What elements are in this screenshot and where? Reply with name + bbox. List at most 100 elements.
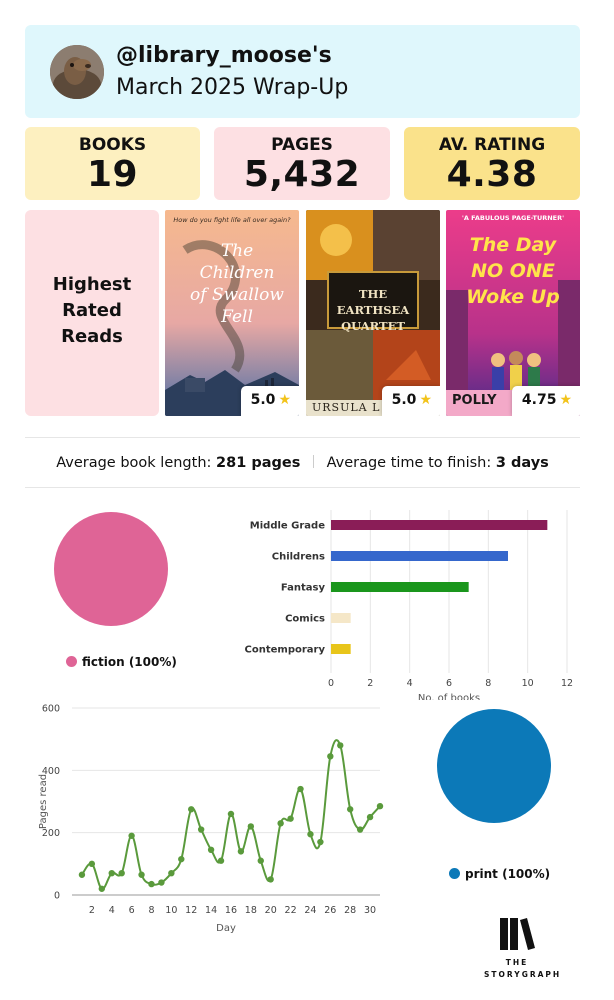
pages-read-point bbox=[307, 831, 314, 838]
user-avatar[interactable] bbox=[50, 45, 104, 99]
pages-read-point bbox=[197, 826, 205, 833]
pages-read-point bbox=[128, 832, 135, 839]
bar-x-axis-label: No. of books bbox=[418, 693, 480, 700]
fiction-pie-slice[interactable] bbox=[54, 512, 168, 626]
line-y-tick-label: 200 bbox=[42, 828, 60, 839]
stat-pages: PAGES 5,432 bbox=[214, 127, 390, 200]
stat-rating: AV. RATING 4.38 bbox=[404, 127, 580, 200]
storygraph-books-icon bbox=[500, 918, 535, 950]
bar-x-tick-label: 8 bbox=[485, 678, 491, 689]
stat-rating-label: AV. RATING bbox=[438, 135, 546, 155]
pages-read-point bbox=[237, 848, 245, 855]
username: @library_moose's bbox=[116, 43, 332, 68]
cover-3-tagline: 'A FABULOUS PAGE-TURNER' bbox=[461, 214, 565, 222]
fiction-legend: fiction (100%) bbox=[66, 655, 177, 669]
storygraph-logo[interactable]: THE STORYGRAPH bbox=[484, 916, 559, 979]
pages-read-point bbox=[267, 876, 274, 883]
avg-time-value: 3 days bbox=[495, 455, 549, 471]
line-x-tick-label: 4 bbox=[109, 905, 115, 916]
fiction-pie-chart bbox=[54, 512, 168, 626]
bar-comics bbox=[331, 613, 351, 623]
pages-read-point bbox=[346, 806, 354, 813]
line-x-tick-label: 2 bbox=[89, 905, 95, 916]
cover-art-3-icon bbox=[446, 210, 580, 416]
bar-category-label: Childrens bbox=[272, 552, 325, 563]
bar-fantasy bbox=[331, 582, 469, 592]
bar-x-tick-label: 12 bbox=[561, 678, 573, 689]
format-pie-slice[interactable] bbox=[437, 709, 551, 823]
line-x-tick-label: 6 bbox=[129, 905, 135, 916]
line-y-tick-label: 0 bbox=[54, 891, 60, 902]
pages-read-point bbox=[188, 806, 195, 813]
line-x-tick-label: 28 bbox=[344, 905, 356, 916]
averages-separator bbox=[312, 455, 314, 468]
pages-read-point bbox=[247, 823, 255, 830]
line-x-tick-label: 8 bbox=[148, 905, 154, 916]
format-pie-chart bbox=[437, 709, 551, 823]
moose-avatar-icon bbox=[50, 45, 104, 99]
stat-books-label: BOOKS bbox=[78, 135, 147, 155]
pages-read-point bbox=[158, 879, 165, 886]
pages-read-point bbox=[327, 753, 334, 760]
brand-line-1: THE bbox=[505, 958, 529, 967]
star-icon: ★ bbox=[278, 392, 291, 408]
star-icon: ★ bbox=[419, 392, 432, 408]
rating-badge-2: 5.0 ★ bbox=[381, 386, 440, 416]
line-x-tick-label: 14 bbox=[205, 905, 217, 916]
line-x-tick-label: 18 bbox=[245, 905, 257, 916]
bar-x-tick-label: 2 bbox=[367, 678, 373, 689]
bar-contemporary bbox=[331, 644, 351, 654]
line-x-tick-label: 22 bbox=[285, 905, 297, 916]
wrapup-header: @library_moose's March 2025 Wrap-Up bbox=[25, 25, 580, 118]
pages-read-point bbox=[178, 855, 185, 863]
cover-2-author: URSULA L bbox=[312, 401, 381, 414]
pages-read-point bbox=[297, 785, 304, 793]
line-x-tick-label: 24 bbox=[304, 905, 316, 916]
book-cover-children-of-swallow-fell[interactable]: How do you fight life all over again? Th… bbox=[165, 210, 299, 416]
book-cover-earthsea-quartet[interactable]: THE EARTHSEA QUARTET URSULA L 5.0 ★ bbox=[306, 210, 440, 416]
stat-pages-value: 5,432 bbox=[243, 154, 361, 195]
brand-line-2: STORYGRAPH bbox=[484, 970, 562, 979]
bar-x-tick-label: 10 bbox=[522, 678, 534, 689]
highest-rated-panel: Highest Rated Reads bbox=[25, 210, 159, 416]
bar-x-tick-label: 6 bbox=[446, 678, 452, 689]
genre-bar-chart: 0 2 4 6 8 10 12 Middle Grade Childrens Fantasy Com… bbox=[245, 510, 573, 700]
line-x-tick-label: 20 bbox=[265, 905, 277, 916]
line-y-axis-label: Pages read bbox=[38, 774, 49, 829]
pages-read-point bbox=[317, 838, 324, 846]
bar-middle-grade bbox=[331, 520, 548, 530]
book-cover-day-no-one-woke-up[interactable]: 'A FABULOUS PAGE-TURNER' The Day NO ONE … bbox=[446, 210, 580, 416]
pages-read-point bbox=[108, 869, 115, 877]
line-x-tick-label: 30 bbox=[364, 905, 376, 916]
pages-read-point bbox=[118, 869, 125, 877]
pages-read-point bbox=[366, 813, 374, 821]
pages-read-point bbox=[207, 846, 215, 854]
stat-books: BOOKS 19 bbox=[25, 127, 200, 200]
bar-category-label: Middle Grade bbox=[250, 521, 325, 532]
avg-length-value: 281 pages bbox=[216, 455, 301, 471]
pages-read-point bbox=[356, 826, 364, 833]
line-x-tick-label: 16 bbox=[225, 905, 237, 916]
pages-read-point bbox=[277, 820, 284, 827]
cover-1-title: The Children of Swallow Fell bbox=[190, 241, 284, 327]
avg-length-label: Average book length: bbox=[56, 455, 212, 471]
bar-category-label: Comics bbox=[285, 614, 325, 625]
star-icon: ★ bbox=[559, 392, 572, 408]
line-x-axis-label: Day bbox=[216, 923, 236, 934]
divider-bottom bbox=[25, 487, 580, 488]
pages-read-point bbox=[148, 880, 155, 888]
bar-childrens bbox=[331, 551, 508, 561]
stat-pages-label: PAGES bbox=[271, 135, 333, 155]
pages-read-point bbox=[88, 860, 96, 868]
pages-read-point bbox=[217, 857, 225, 864]
divider-top bbox=[25, 437, 580, 438]
page-title: March 2025 Wrap-Up bbox=[116, 75, 349, 100]
cover-3-title: The Day NO ONE Woke Up bbox=[466, 234, 560, 308]
line-x-tick-label: 12 bbox=[185, 905, 197, 916]
bar-x-tick-label: 0 bbox=[328, 678, 334, 689]
averages-line: Average book length: 281 pages Average t… bbox=[25, 455, 580, 471]
bar-x-tick-label: 4 bbox=[407, 678, 413, 689]
pages-read-point bbox=[78, 871, 86, 878]
bar-category-label: Contemporary bbox=[245, 645, 326, 656]
